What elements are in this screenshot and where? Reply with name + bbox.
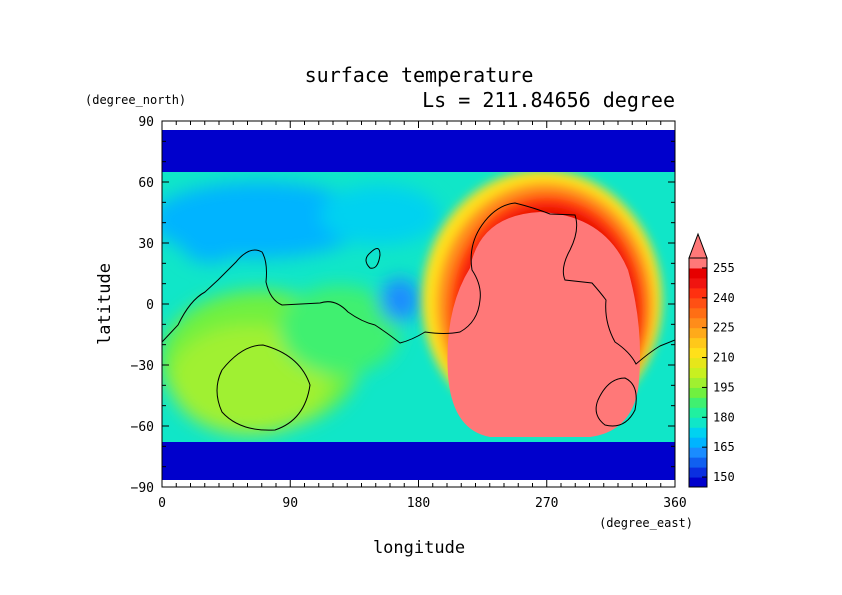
colorbar-swatch xyxy=(689,258,707,269)
colorbar-swatch xyxy=(689,407,707,418)
colorbar-swatch xyxy=(689,267,707,279)
colorbar-swatch xyxy=(689,417,707,428)
x-tick-label: 360 xyxy=(663,496,686,511)
x-unit-label: (degree_east) xyxy=(599,516,693,530)
colorbar-swatch xyxy=(689,437,707,448)
y-tick-label: 30 xyxy=(138,237,154,252)
x-axis-label: longitude xyxy=(373,538,465,558)
colorbar-label: 210 xyxy=(713,351,735,365)
x-tick-label: 90 xyxy=(282,496,298,511)
field-hot-core xyxy=(447,212,641,437)
colorbar: 255 240 225 210 195 180 165 150 xyxy=(688,232,735,488)
chart-title: surface temperature xyxy=(305,63,534,87)
colorbar-label: 225 xyxy=(713,321,735,335)
colorbar-swatch xyxy=(689,347,707,359)
field-warm-patch-central xyxy=(280,285,400,375)
colorbar-swatch xyxy=(689,467,707,478)
colorbar-swatch xyxy=(689,327,707,339)
colorbar-swatch xyxy=(689,287,707,299)
topography-contour-main xyxy=(162,202,675,365)
field-cool-patch-east xyxy=(380,278,420,322)
axis-ticks xyxy=(161,120,676,488)
field-cool-patch-west xyxy=(182,227,238,263)
field-north-cold-cap xyxy=(162,130,675,172)
y-tick-label: 90 xyxy=(138,115,154,130)
y-tick-label: 0 xyxy=(146,298,154,313)
temperature-field xyxy=(162,121,675,487)
colorbar-label: 180 xyxy=(713,410,735,424)
y-tick-label: −60 xyxy=(131,420,154,435)
field-south-cold-cap xyxy=(162,442,675,480)
x-tick-label: 180 xyxy=(407,496,430,511)
axis-tick-labels: 0 90 180 270 360 90 60 30 0 −30 −60 −90 xyxy=(131,115,687,511)
x-tick-label: 0 xyxy=(158,496,166,511)
colorbar-label: 195 xyxy=(713,380,735,394)
topography-contour-basin-east xyxy=(595,377,637,427)
topography-contour-small xyxy=(365,248,381,269)
colorbar-swatch xyxy=(689,427,707,438)
chart-subtitle: Ls = 211.84656 degree xyxy=(422,88,675,112)
colorbar-label: 150 xyxy=(713,470,735,484)
colorbar-swatch xyxy=(689,387,707,398)
colorbar-label: 165 xyxy=(713,440,735,454)
x-tick-label: 270 xyxy=(535,496,558,511)
topography-contour-basin-west xyxy=(216,344,311,431)
y-unit-label: (degree_north) xyxy=(85,93,186,107)
colorbar-swatch xyxy=(689,297,707,309)
colorbar-swatch xyxy=(689,367,707,378)
colorbar-swatch xyxy=(689,317,707,329)
colorbar-label: 255 xyxy=(713,261,735,275)
colorbar-swatch xyxy=(689,447,707,458)
colorbar-swatch xyxy=(689,357,707,369)
y-tick-label: −90 xyxy=(131,481,154,496)
colorbar-swatch xyxy=(689,477,707,488)
colorbar-swatch xyxy=(689,307,707,319)
colorbar-swatch xyxy=(689,337,707,349)
colorbar-frame xyxy=(688,257,708,488)
colorbar-swatch xyxy=(689,397,707,408)
y-tick-label: −30 xyxy=(131,359,154,374)
colorbar-swatch xyxy=(689,377,707,388)
field-cool-patch-northeast xyxy=(320,185,440,245)
y-tick-label: 60 xyxy=(138,176,154,191)
colorbar-swatch xyxy=(689,277,707,289)
colorbar-swatch xyxy=(689,457,707,468)
colorbar-extend-arrow xyxy=(688,232,708,259)
y-axis-label: latitude xyxy=(95,263,115,345)
colorbar-label: 240 xyxy=(713,291,735,305)
